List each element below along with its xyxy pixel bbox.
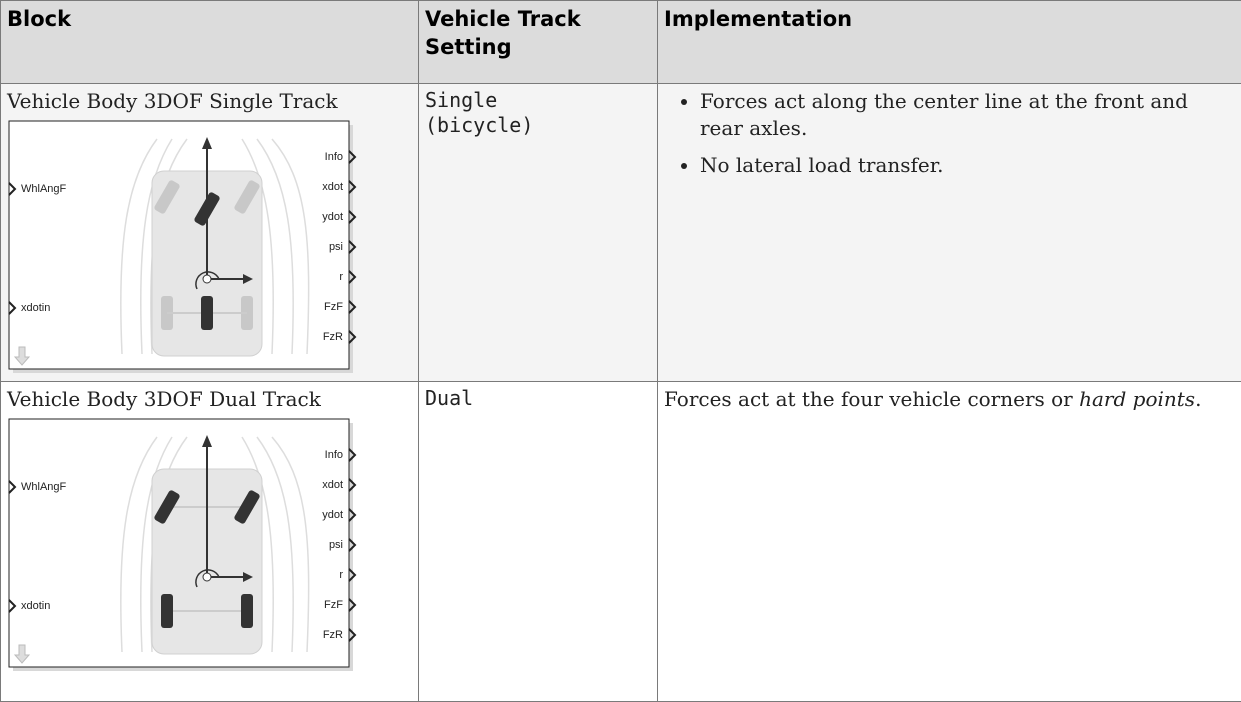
block-diagram: WhlAngF xdotin Info xdot ydot psi r FzF FzR	[7, 119, 357, 377]
block-name: Vehicle Body 3DOF Dual Track	[7, 386, 412, 413]
in-port-label: WhlAngF	[21, 183, 67, 195]
header-cell: Implementation	[658, 1, 1241, 84]
wheel	[201, 296, 213, 330]
out-port-label: psi	[329, 539, 343, 551]
out-port-label: ydot	[322, 509, 343, 521]
in-port-label: WhlAngF	[21, 481, 67, 493]
in-port-label: xdotin	[21, 600, 50, 612]
table-row: Vehicle Body 3DOF Single Track WhlAngF xd…	[1, 84, 1241, 382]
out-port-label: xdot	[322, 181, 343, 193]
out-port-label: Info	[325, 449, 343, 461]
out-port-label: FzF	[324, 599, 343, 611]
in-port-label: xdotin	[21, 302, 50, 314]
out-port-label: Info	[325, 151, 343, 163]
out-port-label: FzR	[323, 331, 343, 343]
bullet: No lateral load transfer.	[700, 152, 1235, 179]
header-cell: Block	[1, 1, 419, 84]
text: Forces act at the four vehicle corners o…	[664, 387, 1079, 411]
block-cell: Vehicle Body 3DOF Single Track WhlAngF xd…	[1, 84, 419, 382]
out-port-label: FzF	[324, 301, 343, 313]
header-cell: Vehicle Track Setting	[419, 1, 658, 84]
emphasis: hard points	[1079, 387, 1195, 411]
block-cell: Vehicle Body 3DOF Dual Track WhlAngF xdot…	[1, 382, 419, 702]
out-port-label: FzR	[323, 629, 343, 641]
wheel	[241, 594, 253, 628]
table-row: Vehicle Body 3DOF Dual Track WhlAngF xdot…	[1, 382, 1241, 702]
header-row: Block Vehicle Track Setting Implementati…	[1, 1, 1241, 84]
cg	[203, 573, 211, 581]
out-port-label: r	[339, 271, 343, 283]
bullet: Forces act along the center line at the …	[700, 88, 1235, 142]
block-name: Vehicle Body 3DOF Single Track	[7, 88, 412, 115]
text: .	[1195, 387, 1201, 411]
implementation-cell: Forces act at the four vehicle corners o…	[658, 382, 1241, 702]
block-diagram: WhlAngF xdotin Info xdot ydot psi r FzF FzR	[7, 417, 357, 675]
setting-cell: Single (bicycle)	[419, 84, 658, 382]
setting-cell: Dual	[419, 382, 658, 702]
setting: Dual	[425, 386, 545, 411]
bullet-list: Forces act along the center line at the …	[664, 88, 1235, 179]
out-port-label: ydot	[322, 211, 343, 223]
cg	[203, 275, 211, 283]
out-port-label: psi	[329, 241, 343, 253]
out-port-label: r	[339, 569, 343, 581]
implementation-cell: Forces act along the center line at the …	[658, 84, 1241, 382]
setting: Single (bicycle)	[425, 88, 545, 138]
out-port-label: xdot	[322, 479, 343, 491]
wheel	[161, 594, 173, 628]
